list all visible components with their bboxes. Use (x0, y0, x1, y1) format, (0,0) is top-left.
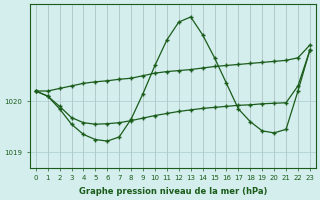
X-axis label: Graphe pression niveau de la mer (hPa): Graphe pression niveau de la mer (hPa) (79, 187, 267, 196)
